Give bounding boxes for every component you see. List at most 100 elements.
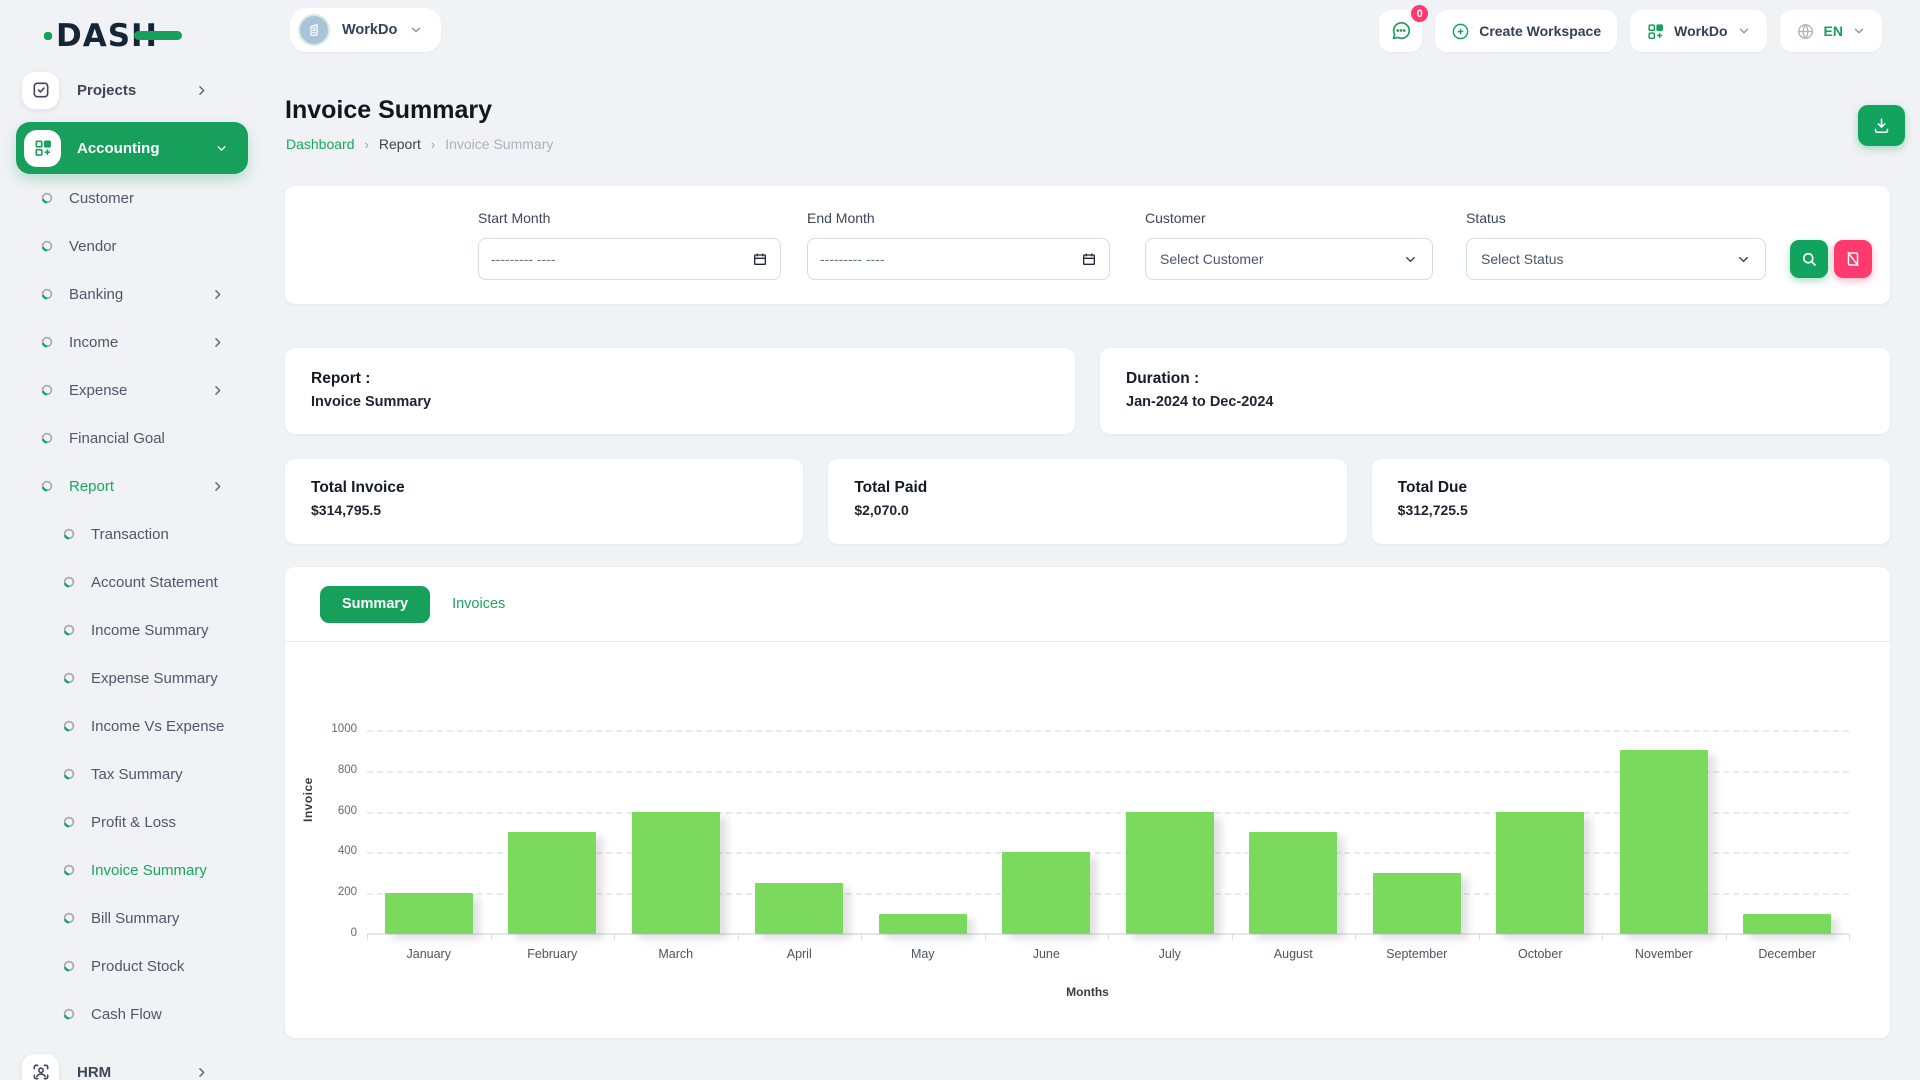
sidebar-item-financial-goal[interactable]: Financial Goal — [0, 414, 272, 462]
sidebar-item-label: Product Stock — [91, 957, 185, 975]
chart-bar-december — [1743, 913, 1832, 934]
end-month-label: End Month — [807, 210, 875, 226]
apply-filter-button[interactable] — [1790, 240, 1828, 278]
breadcrumb-dashboard[interactable]: Dashboard — [286, 136, 355, 152]
sidebar-item-label: Report — [69, 477, 115, 495]
y-axis-tick: 1000 — [331, 723, 357, 735]
bullet-icon — [62, 671, 76, 685]
messages-button[interactable]: 0 — [1379, 3, 1431, 52]
x-axis-label-september: September — [1386, 947, 1448, 961]
stats-row: Total Invoice $314,795.5 Total Paid $2,070.… — [285, 459, 1890, 544]
stat-label: Total Due — [1397, 479, 1468, 496]
gridline — [367, 893, 1849, 896]
sidebar-item-projects[interactable]: Projects — [22, 68, 256, 112]
filter-panel: Start Month End Month Customer Select Cu… — [285, 186, 1890, 304]
stat-card-total-due: Total Due $312,725.5 — [1371, 459, 1890, 544]
sidebar-item-report[interactable]: Report — [0, 462, 272, 510]
bullet-icon — [40, 479, 54, 493]
x-axis-tickmark — [1602, 934, 1603, 940]
y-axis-tick: 200 — [337, 886, 357, 899]
sidebar-item-product-stock[interactable]: Product Stock — [0, 942, 272, 990]
chat-icon — [1392, 22, 1410, 40]
page-title: Invoice Summary — [285, 96, 493, 124]
status-select[interactable]: Select Status — [1466, 238, 1766, 280]
bullet-icon — [40, 191, 54, 205]
chevron-right-icon — [195, 84, 208, 97]
sidebar-item-account-statement[interactable]: Account Statement — [0, 558, 272, 606]
workspace-selector[interactable]: WorkDo — [290, 8, 442, 52]
x-axis-tickmark — [1231, 934, 1233, 940]
start-month-field[interactable] — [491, 251, 711, 267]
sidebar-item-cash-flow[interactable]: Cash Flow — [0, 990, 272, 1038]
sidebar-item-label: Tax Summary — [91, 765, 183, 783]
checkbox-icon — [22, 71, 59, 109]
sidebar-item-bill-summary[interactable]: Bill Summary — [0, 894, 272, 942]
chevron-right-icon — [211, 336, 224, 349]
reset-filter-button[interactable] — [1834, 240, 1872, 278]
customer-select-value: Select Customer — [1160, 251, 1264, 267]
start-month-input[interactable] — [478, 238, 781, 280]
download-button[interactable] — [1858, 105, 1905, 146]
sidebar-item-customer[interactable]: Customer — [0, 174, 272, 222]
chevron-right-icon — [211, 480, 224, 493]
calendar-icon[interactable] — [752, 251, 768, 267]
tab-summary[interactable]: Summary — [320, 585, 431, 623]
chart-bar-november — [1619, 750, 1708, 934]
app-logo: DASH — [44, 18, 186, 54]
sidebar-item-hrm[interactable]: HRM — [22, 1050, 256, 1080]
y-axis-tick: 0 — [350, 927, 357, 939]
customer-select[interactable]: Select Customer — [1145, 238, 1433, 280]
sidebar-item-income-vs-expense[interactable]: Income Vs Expense — [0, 702, 272, 750]
app-switcher-label: WorkDo — [1674, 23, 1728, 39]
duration-card: Duration : Jan-2024 to Dec-2024 — [1100, 348, 1890, 434]
chevron-down-icon — [1852, 24, 1866, 38]
reset-icon — [1847, 251, 1859, 267]
sidebar-item-tax-summary[interactable]: Tax Summary — [0, 750, 272, 798]
sidebar-item-income-summary[interactable]: Income Summary — [0, 606, 272, 654]
language-dropdown[interactable]: EN — [1779, 10, 1882, 52]
plus-circle-icon — [1451, 22, 1470, 41]
sidebar-item-label: Accounting — [77, 139, 160, 157]
workspace-name: WorkDo — [342, 22, 398, 38]
app-switcher-dropdown[interactable]: WorkDo — [1630, 10, 1767, 52]
chevron-down-icon — [215, 142, 228, 155]
x-axis-label-march: March — [658, 947, 694, 961]
end-month-field[interactable] — [820, 251, 1040, 267]
x-axis-label-november: November — [1634, 947, 1693, 961]
gridline — [367, 852, 1849, 855]
chevron-right-icon — [211, 288, 224, 301]
chart-bar-july — [1125, 811, 1214, 934]
create-workspace-button[interactable]: Create Workspace — [1435, 10, 1618, 52]
end-month-input[interactable] — [807, 238, 1110, 280]
chart-bar-april — [755, 883, 844, 934]
sidebar-item-income[interactable]: Income — [0, 318, 272, 366]
sidebar-item-invoice-summary[interactable]: Invoice Summary — [0, 846, 272, 894]
sidebar-item-label: HRM — [77, 1063, 112, 1080]
x-axis-tickmark — [1478, 934, 1480, 940]
report-card: Report : Invoice Summary — [285, 348, 1075, 434]
bullet-icon — [40, 287, 54, 301]
chevron-down-icon — [1736, 252, 1751, 267]
sidebar-item-transaction[interactable]: Transaction — [0, 510, 272, 558]
sidebar-item-banking[interactable]: Banking — [0, 270, 272, 318]
x-axis-tickmark — [984, 934, 986, 940]
stat-value: $2,070.0 — [854, 502, 909, 518]
chart-bar-february — [508, 832, 597, 934]
bullet-icon — [62, 575, 76, 589]
x-axis-tickmark — [1355, 934, 1356, 940]
user-scan-icon — [22, 1053, 59, 1080]
sidebar-item-profit-loss[interactable]: Profit & Loss — [0, 798, 272, 846]
sidebar-item-label: Vendor — [69, 237, 117, 255]
breadcrumb-report[interactable]: Report — [378, 136, 421, 152]
tab-invoices[interactable]: Invoices — [452, 596, 506, 612]
stat-card-total-invoice: Total Invoice $314,795.5 — [285, 459, 804, 544]
sidebar-item-expense-summary[interactable]: Expense Summary — [0, 654, 272, 702]
sidebar-item-vendor[interactable]: Vendor — [0, 222, 272, 270]
x-axis-tickmark — [1725, 934, 1727, 940]
sidebar-item-expense[interactable]: Expense — [0, 366, 272, 414]
report-label: Report : — [311, 370, 371, 387]
customer-label: Customer — [1145, 210, 1206, 226]
sidebar-item-accounting[interactable]: Accounting — [16, 122, 248, 174]
stat-label: Total Invoice — [311, 479, 405, 496]
calendar-icon[interactable] — [1081, 251, 1097, 267]
